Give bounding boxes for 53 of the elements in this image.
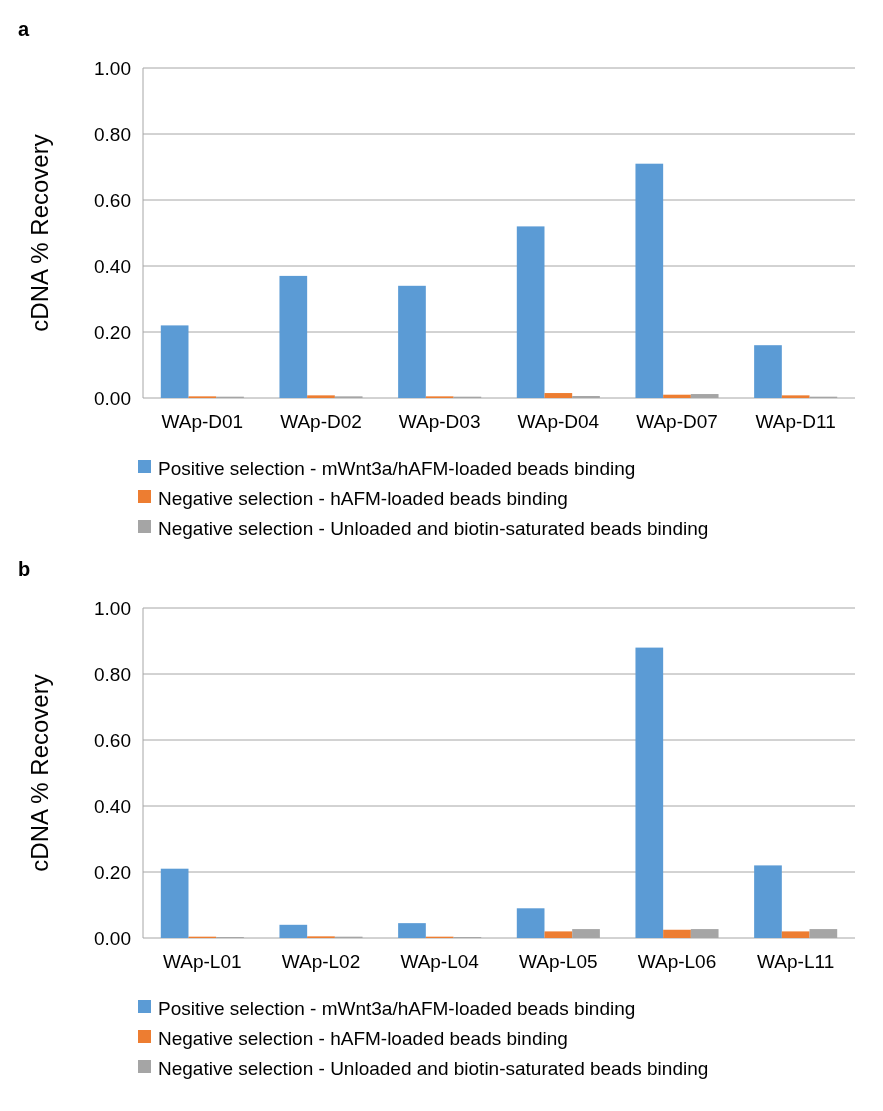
bar	[160, 868, 189, 938]
y-tick-label: 0.80	[94, 123, 131, 145]
bar	[663, 929, 691, 938]
x-tick-label: WAp-D07	[636, 411, 718, 432]
x-tick-label: WAp-L11	[757, 951, 835, 972]
legend-label: Negative selection - Unloaded and biotin-saturated beads binding	[158, 1057, 709, 1079]
bar	[781, 931, 810, 938]
bar	[754, 345, 782, 398]
y-tick-label: 0.60	[94, 189, 131, 211]
bar	[635, 647, 664, 938]
y-tick-label: 0.00	[94, 927, 131, 949]
bar	[663, 394, 691, 398]
x-tick-label: WAp-D02	[280, 411, 362, 432]
y-tick-label: 0.80	[94, 663, 131, 685]
bar	[516, 908, 545, 938]
y-tick-label: 0.00	[94, 387, 131, 409]
legend-label: Positive selection - mWnt3a/hAFM-loaded beads binding	[158, 997, 636, 1019]
legend-label: Negative selection - hAFM-loaded beads binding	[158, 487, 568, 509]
y-tick-label: 1.00	[94, 57, 131, 79]
y-tick-label: 0.40	[94, 795, 131, 817]
x-tick-label: WAp-L06	[637, 951, 717, 972]
y-axis-title: cDNA % Recovery	[26, 134, 53, 332]
x-tick-label: WAp-L02	[281, 951, 361, 972]
bar	[781, 395, 810, 398]
y-axis-title: cDNA % Recovery	[26, 674, 53, 872]
bar	[516, 226, 545, 398]
bar	[635, 163, 664, 398]
x-tick-label: WAp-D04	[517, 411, 600, 432]
bar	[754, 865, 782, 938]
x-tick-label: WAp-L04	[400, 951, 480, 972]
bar	[279, 924, 308, 938]
bar	[544, 931, 573, 938]
bar	[160, 325, 189, 398]
legend-label: Negative selection - hAFM-loaded beads binding	[158, 1027, 568, 1049]
chart-title: b	[18, 558, 31, 580]
x-tick-label: WAp-D03	[398, 411, 481, 432]
x-tick-label: WAp-D01	[161, 411, 244, 432]
x-tick-label: WAp-L05	[519, 951, 598, 972]
y-tick-label: 0.60	[94, 729, 131, 751]
y-tick-label: 0.40	[94, 255, 131, 277]
chart-title: a	[18, 18, 30, 40]
bar	[279, 275, 308, 398]
bar	[398, 923, 426, 938]
bar	[398, 285, 426, 398]
bar	[544, 393, 573, 398]
y-tick-label: 0.20	[94, 861, 131, 883]
legend-label: Positive selection - mWnt3a/hAFM-loaded beads binding	[158, 457, 636, 479]
legend-label: Negative selection - Unloaded and biotin-saturated beads binding	[158, 517, 709, 539]
y-tick-label: 0.20	[94, 321, 131, 343]
x-tick-label: WAp-D11	[755, 411, 836, 432]
bar	[307, 395, 335, 398]
y-tick-label: 1.00	[94, 597, 131, 619]
x-tick-label: WAp-L01	[163, 951, 242, 972]
